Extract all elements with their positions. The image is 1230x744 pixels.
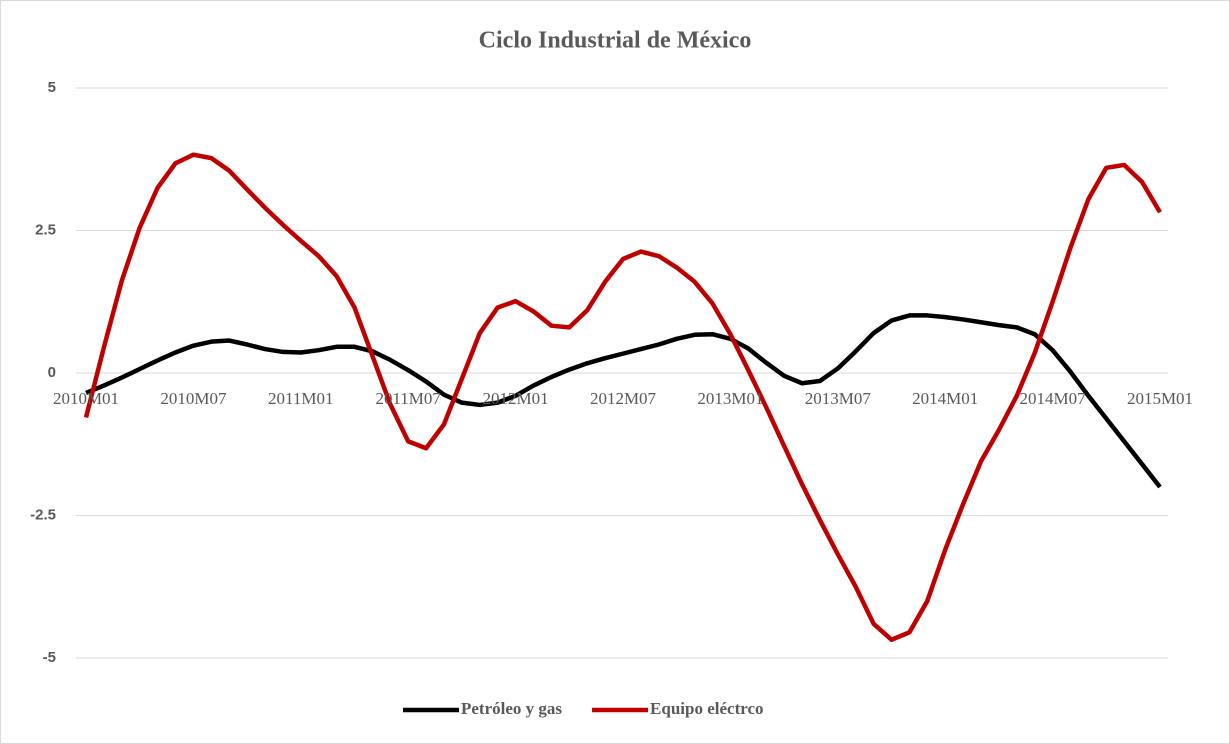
x-tick-label: 2015M01 [1127, 389, 1193, 408]
x-tick-label: 2014M07 [1020, 389, 1087, 408]
chart-title: Ciclo Industrial de México [479, 28, 752, 54]
x-tick-label: 2013M01 [697, 389, 763, 408]
x-tick-label: 2011M07 [375, 389, 441, 408]
x-tick-label: 2012M07 [590, 389, 657, 408]
x-tick-label: 2012M01 [483, 389, 549, 408]
y-tick-label: 0 [48, 364, 56, 381]
legend-label: Equipo eléctrco [650, 699, 763, 718]
x-tick-label: 2011M01 [268, 389, 334, 408]
y-tick-label: -2.5 [30, 506, 56, 523]
x-tick-label: 2010M01 [53, 389, 119, 408]
legend-label: Petróleo y gas [461, 699, 562, 718]
y-tick-label: 2.5 [35, 221, 56, 238]
series-line [85, 313, 1162, 489]
x-tick-label: 2013M07 [805, 389, 872, 408]
x-tick-label: 2010M07 [160, 389, 227, 408]
y-tick-label: 5 [48, 79, 56, 96]
y-tick-label: -5 [43, 649, 56, 666]
series-line [83, 152, 1162, 643]
x-tick-label: 2014M01 [912, 389, 978, 408]
